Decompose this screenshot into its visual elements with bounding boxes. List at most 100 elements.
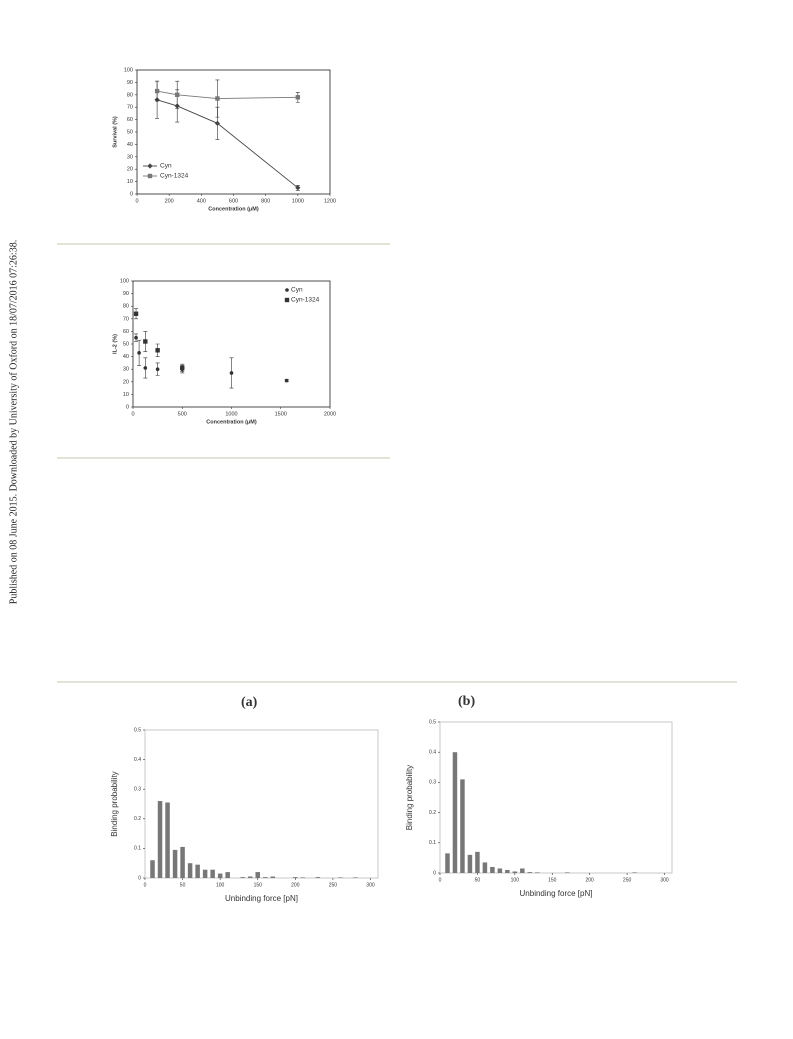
y-tick-label: 0 — [130, 191, 133, 197]
x-tick-label: 200 — [165, 198, 174, 204]
y-tick-label: 70 — [127, 105, 133, 111]
x-axis-label: Concentration (μM) — [208, 206, 259, 212]
bar — [467, 854, 473, 873]
y-tick-label: 70 — [123, 316, 129, 322]
bar — [172, 849, 178, 878]
legend-label: Cyn-1324 — [291, 297, 320, 304]
marker — [214, 120, 221, 126]
marker — [137, 351, 141, 355]
x-tick-label: 50 — [475, 877, 481, 883]
y-tick-label: 10 — [127, 179, 133, 185]
x-tick-label: 1200 — [324, 198, 336, 204]
x-axis-label: Unbinding force [pN] — [225, 894, 298, 903]
x-tick-label: 150 — [254, 882, 263, 888]
y-tick-label: 60 — [127, 117, 133, 123]
marker — [155, 367, 160, 372]
series-line — [157, 90, 298, 99]
bar — [255, 872, 260, 878]
y-axis-label: Binding probability — [110, 771, 119, 836]
bar — [445, 853, 450, 873]
bar — [247, 876, 253, 878]
bar — [217, 873, 223, 878]
bar — [225, 872, 230, 878]
legend-label: Cyn-1324 — [160, 173, 189, 180]
x-tick-label: 300 — [660, 877, 669, 883]
bar — [490, 866, 495, 873]
bar — [202, 869, 208, 878]
marker — [295, 95, 301, 100]
y-tick-label: 50 — [123, 341, 129, 347]
y-axis-label: Binding probability — [405, 765, 414, 830]
bar — [505, 869, 510, 873]
y-tick-label: 0.5 — [429, 719, 436, 725]
x-tick-label: 200 — [586, 877, 595, 883]
bar — [150, 860, 155, 878]
bar — [240, 877, 245, 878]
bar — [535, 872, 540, 873]
x-tick-label: 100 — [511, 877, 520, 883]
y-tick-label: 100 — [120, 278, 129, 284]
y-tick-label: 30 — [127, 154, 133, 160]
y-tick-label: 0 — [138, 875, 141, 881]
bar — [157, 801, 163, 878]
marker — [154, 88, 160, 94]
marker — [180, 365, 185, 371]
y-tick-label: 0.2 — [134, 816, 141, 822]
bar — [512, 871, 518, 873]
y-tick-label: 0.2 — [429, 810, 436, 816]
bar — [210, 869, 215, 878]
bar — [482, 862, 488, 873]
y-tick-label: 0.3 — [429, 780, 436, 786]
y-tick-label: 10 — [123, 392, 129, 398]
plot-frame — [144, 729, 379, 879]
bar — [180, 846, 185, 878]
legend-label: Cyn — [160, 163, 172, 170]
bar — [187, 863, 193, 878]
y-tick-label: 40 — [127, 142, 133, 148]
x-tick-label: 800 — [261, 198, 270, 204]
x-tick-label: 100 — [216, 882, 225, 888]
bar — [300, 877, 306, 878]
marker — [229, 371, 234, 375]
y-axis-label: IL-2 (%) — [112, 334, 118, 354]
bar — [475, 851, 480, 873]
side-note: Published on 08 June 2015. Downloaded by… — [8, 240, 19, 604]
y-tick-label: 100 — [124, 67, 133, 73]
bar — [165, 802, 170, 878]
marker — [284, 378, 289, 383]
y-tick-label: 90 — [127, 80, 133, 86]
bar — [353, 877, 358, 878]
bar — [263, 877, 268, 878]
y-tick-label: 80 — [123, 304, 129, 310]
x-tick-label: 300 — [366, 882, 375, 888]
x-axis-label: Concentration (μM) — [206, 419, 257, 425]
y-tick-label: 0.4 — [429, 750, 436, 756]
bar — [195, 864, 200, 878]
x-tick-label: 500 — [178, 411, 187, 417]
x-tick-label: 400 — [197, 198, 206, 204]
y-tick-label: 0.1 — [134, 846, 141, 852]
x-tick-label: 50 — [180, 882, 186, 888]
x-tick-label: 2000 — [324, 411, 336, 417]
x-axis-label: Unbinding force [pN] — [520, 889, 593, 898]
y-tick-label: 0 — [433, 870, 436, 876]
y-tick-label: 20 — [127, 167, 133, 173]
y-tick-label: 60 — [123, 329, 129, 335]
x-tick-label: 1500 — [275, 411, 287, 417]
bar — [338, 877, 343, 878]
y-tick-label: 50 — [127, 129, 133, 135]
x-tick-label: 600 — [229, 198, 238, 204]
y-tick-label: 20 — [123, 379, 129, 385]
y-tick-label: 0.3 — [134, 787, 141, 793]
marker — [215, 96, 220, 101]
marker — [143, 339, 148, 344]
marker — [143, 366, 148, 370]
x-tick-label: 250 — [623, 877, 632, 883]
marker — [295, 185, 301, 191]
bar — [520, 868, 525, 873]
bar — [460, 779, 465, 873]
bar — [270, 876, 276, 878]
x-tick-label: 0 — [131, 411, 134, 417]
marker — [133, 311, 139, 316]
